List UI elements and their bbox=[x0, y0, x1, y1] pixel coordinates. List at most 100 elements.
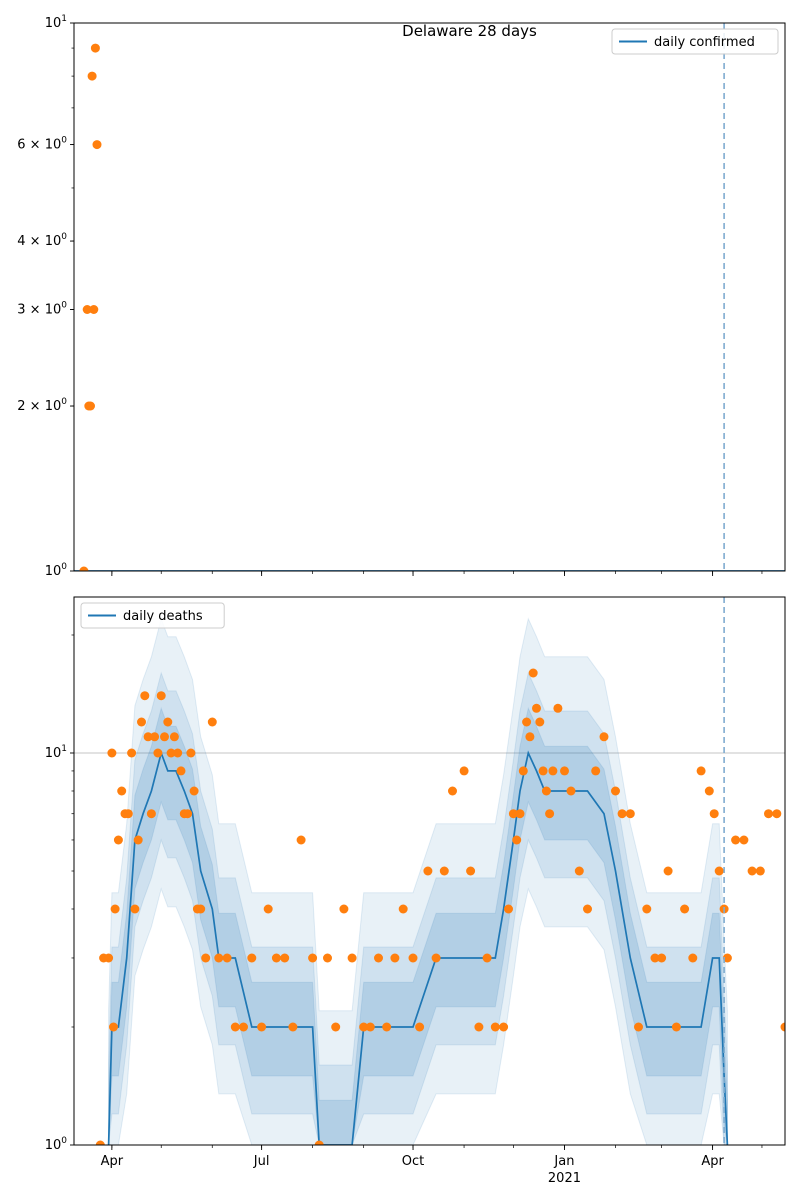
data-point bbox=[522, 717, 532, 727]
y-tick-label: 6 × 100 bbox=[17, 136, 67, 153]
legend: daily confirmed bbox=[611, 28, 779, 55]
data-point bbox=[390, 953, 400, 963]
data-point bbox=[196, 904, 206, 914]
data-point bbox=[657, 953, 667, 963]
data-point bbox=[130, 904, 140, 914]
y-tick-label: 101 bbox=[45, 14, 67, 31]
data-point bbox=[113, 835, 123, 845]
data-point bbox=[482, 953, 492, 963]
data-point bbox=[755, 866, 765, 876]
data-point bbox=[459, 766, 469, 776]
legend-label: daily deaths bbox=[123, 609, 203, 624]
data-point bbox=[271, 953, 281, 963]
data-point bbox=[525, 732, 535, 742]
x-tick-label: Oct bbox=[402, 1154, 424, 1169]
data-point bbox=[123, 809, 133, 819]
y-tick-label: 4 × 100 bbox=[17, 232, 67, 249]
x-tick-year-label: 2021 bbox=[548, 1171, 581, 1186]
data-point bbox=[82, 305, 92, 314]
data-point bbox=[90, 43, 100, 53]
data-point bbox=[415, 1022, 425, 1032]
data-point bbox=[359, 1022, 369, 1032]
plot-area bbox=[74, 597, 785, 1145]
data-point bbox=[296, 835, 306, 845]
data-point bbox=[109, 1022, 118, 1032]
data-point bbox=[160, 732, 169, 742]
data-point bbox=[431, 953, 441, 963]
data-point bbox=[671, 1022, 681, 1032]
y-tick-label: 101 bbox=[45, 744, 67, 761]
data-point bbox=[201, 953, 211, 963]
data-point bbox=[127, 748, 137, 758]
data-point bbox=[89, 305, 99, 314]
bottom-panel-deaths: 100 101 Apr Jul Oct Jan 2021 Apr daily deaths bbox=[45, 596, 786, 1186]
data-point bbox=[280, 953, 290, 963]
data-point bbox=[323, 953, 332, 963]
data-point bbox=[548, 766, 558, 776]
data-point bbox=[709, 809, 719, 819]
data-point bbox=[308, 953, 318, 963]
data-point bbox=[617, 809, 627, 819]
data-point bbox=[764, 809, 773, 819]
data-point bbox=[722, 953, 732, 963]
data-point bbox=[696, 766, 706, 776]
data-point bbox=[739, 835, 749, 845]
data-point bbox=[314, 1140, 324, 1145]
data-point bbox=[714, 866, 724, 876]
legend-box bbox=[80, 602, 225, 629]
data-point bbox=[331, 1022, 341, 1032]
data-point bbox=[490, 1022, 500, 1032]
data-point bbox=[466, 866, 476, 876]
data-point bbox=[553, 703, 563, 713]
data-point bbox=[545, 809, 555, 819]
x-tick-label: Jul bbox=[253, 1154, 270, 1169]
data-point bbox=[704, 786, 714, 796]
data-point bbox=[150, 732, 160, 742]
y-tick-label: 2 × 100 bbox=[17, 397, 67, 414]
data-point bbox=[780, 1022, 785, 1032]
data-point bbox=[611, 786, 620, 796]
data-point bbox=[143, 732, 153, 742]
data-point bbox=[642, 904, 652, 914]
data-point bbox=[214, 953, 224, 963]
data-point bbox=[535, 717, 545, 727]
data-point bbox=[365, 1022, 375, 1032]
data-point bbox=[239, 1022, 248, 1032]
data-point bbox=[398, 904, 408, 914]
data-point bbox=[95, 1140, 105, 1145]
data-point bbox=[512, 835, 522, 845]
data-point bbox=[133, 835, 143, 845]
legend-label: daily confirmed bbox=[654, 35, 755, 50]
data-point bbox=[423, 866, 433, 876]
data-point bbox=[107, 748, 117, 758]
data-point bbox=[574, 866, 584, 876]
data-point bbox=[146, 809, 156, 819]
data-point bbox=[374, 953, 383, 963]
data-point bbox=[117, 786, 127, 796]
data-point bbox=[634, 1022, 643, 1032]
data-point bbox=[79, 566, 89, 571]
data-point bbox=[173, 748, 183, 758]
data-point bbox=[110, 904, 120, 914]
data-point bbox=[339, 904, 349, 914]
data-point bbox=[591, 766, 601, 776]
y-tick-label: 100 bbox=[45, 1136, 68, 1153]
data-point bbox=[518, 766, 528, 776]
data-point bbox=[247, 953, 257, 963]
data-point bbox=[747, 866, 757, 876]
data-point bbox=[137, 717, 146, 727]
legend: daily deaths bbox=[80, 602, 225, 629]
data-point bbox=[140, 691, 150, 701]
data-point bbox=[222, 953, 232, 963]
chart-title: Delaware 28 days bbox=[402, 22, 537, 40]
data-point bbox=[189, 786, 199, 796]
x-tick-label: Apr bbox=[701, 1154, 724, 1169]
data-point bbox=[347, 953, 357, 963]
data-point bbox=[515, 809, 525, 819]
data-point bbox=[541, 786, 551, 796]
x-tick-label: Apr bbox=[101, 1154, 124, 1169]
data-point bbox=[257, 1022, 267, 1032]
data-point bbox=[504, 904, 513, 914]
data-point bbox=[87, 71, 97, 81]
